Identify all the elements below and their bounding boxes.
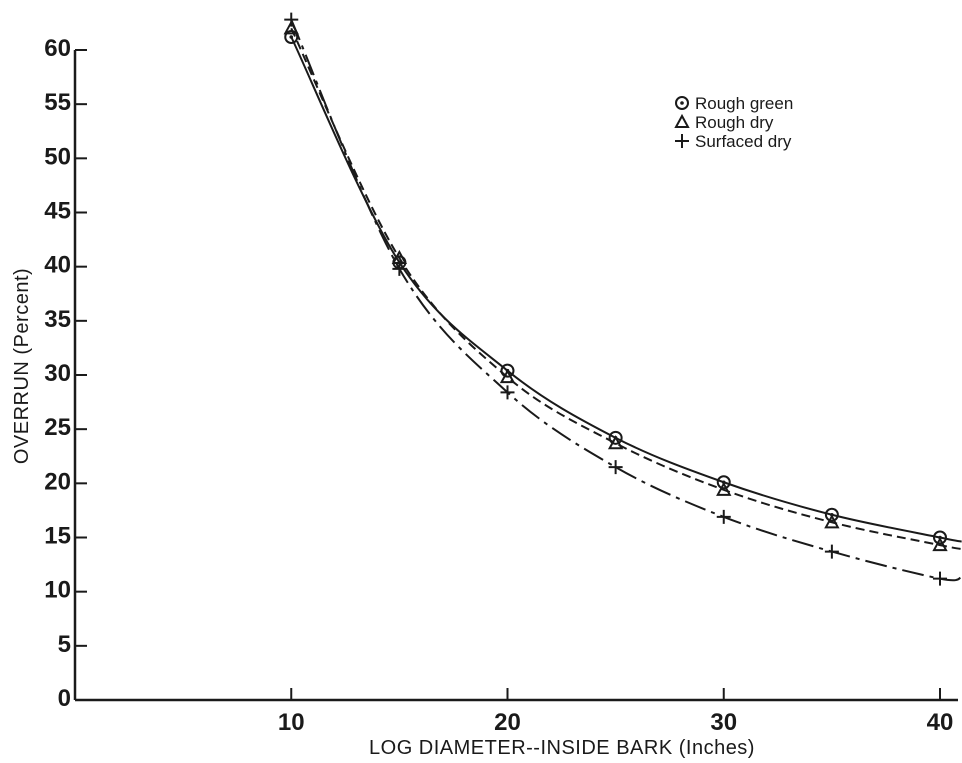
y-tick-label: 0 <box>58 685 71 712</box>
y-tick-label: 50 <box>44 143 71 170</box>
y-tick-label: 30 <box>44 360 71 387</box>
legend-label: Rough green <box>695 94 793 113</box>
marker-ring <box>284 30 299 44</box>
circle-dot-marker <box>284 30 299 44</box>
triangle-marker <box>932 536 948 552</box>
y-axis-title-group: OVERRUN (Percent) <box>11 268 33 464</box>
y-tick-label: 20 <box>44 468 71 495</box>
marker-center-dot <box>680 101 684 105</box>
x-axis-title: LOG DIAMETER--INSIDE BARK (Inches) <box>369 737 755 759</box>
triangle-marker <box>716 481 732 496</box>
marker-ring <box>933 530 947 545</box>
legend-item: Surfaced dry <box>675 132 792 151</box>
plus-marker <box>716 509 731 524</box>
y-axis-title: OVERRUN (Percent) <box>11 268 33 464</box>
marker-center-dot <box>289 35 294 39</box>
y-tick-label: 45 <box>44 198 71 225</box>
y-tick-label: 60 <box>44 35 71 62</box>
legend-label: Rough dry <box>695 113 774 132</box>
marker-ring <box>500 363 515 378</box>
y-tick-label: 5 <box>58 631 71 658</box>
marker-ring <box>608 430 623 445</box>
x-tick-label: 40 <box>927 709 954 736</box>
triangle-marker <box>499 369 516 384</box>
plus-marker <box>608 460 623 475</box>
triangle-marker <box>674 113 690 128</box>
marker-ring <box>716 475 731 490</box>
plus-marker <box>675 134 689 148</box>
y-tick-label: 25 <box>44 414 71 441</box>
markers <box>283 12 948 586</box>
triangle-marker <box>824 514 840 529</box>
legend-label: Surfaced dry <box>695 132 792 151</box>
plus-marker <box>933 571 947 586</box>
series-line <box>290 36 962 543</box>
marker-ring <box>824 507 839 522</box>
x-tick-label: 10 <box>278 709 305 736</box>
plus-marker <box>284 12 299 27</box>
plus-marker <box>824 544 839 559</box>
series-line <box>290 19 962 582</box>
x-tick-label: 30 <box>710 709 737 736</box>
curves <box>290 19 962 582</box>
triangle-marker <box>607 435 624 450</box>
triangle-marker <box>283 20 299 35</box>
plus-marker <box>392 261 407 276</box>
legend-item: Rough green <box>675 94 793 113</box>
series-line <box>290 27 962 551</box>
y-tick-label: 55 <box>44 89 71 116</box>
plus-marker <box>500 385 515 400</box>
circle-dot-marker <box>675 96 689 110</box>
axes: 0 5 10 15 20 25 30 35 40 45 50 55 60 10 20 30 40 <box>44 35 958 736</box>
y-tick-label: 35 <box>44 306 71 333</box>
legend-item: Rough dry <box>674 113 774 132</box>
x-tick-label: 20 <box>494 709 521 736</box>
y-tick-label: 40 <box>44 252 71 279</box>
marker-ring <box>675 96 689 110</box>
y-tick-label: 15 <box>44 523 71 550</box>
y-tick-label: 10 <box>44 577 71 604</box>
